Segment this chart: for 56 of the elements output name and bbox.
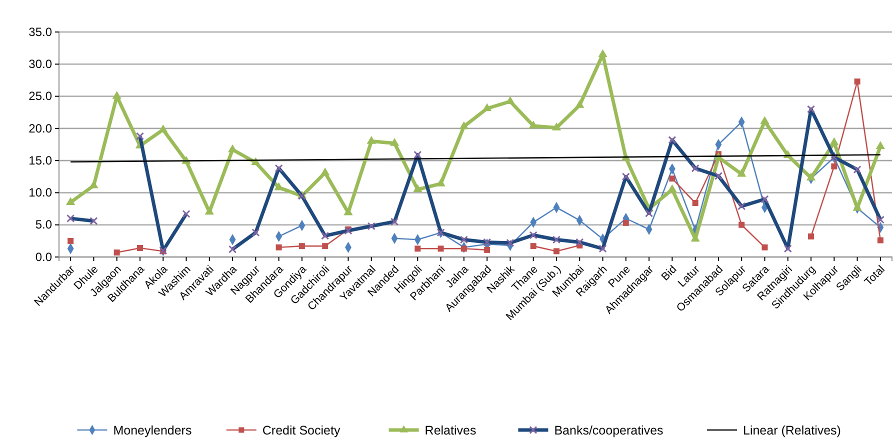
point: [622, 220, 629, 226]
point: [553, 248, 560, 254]
point: [877, 237, 884, 244]
y-tick-label: 5.0: [35, 218, 52, 232]
point: [528, 120, 538, 128]
y-tick-label: 15.0: [28, 153, 52, 168]
point: [66, 197, 76, 205]
y-tick-label: 10.0: [28, 186, 52, 200]
point: [760, 116, 770, 124]
y-tick-label: 20.0: [28, 121, 52, 136]
legend-label: Credit Society: [262, 423, 341, 438]
point: [552, 122, 562, 130]
point: [598, 49, 608, 58]
point: [136, 245, 143, 251]
point: [530, 243, 536, 250]
point: [320, 168, 330, 176]
point: [460, 246, 467, 252]
point: [112, 91, 122, 99]
point: [806, 172, 816, 181]
point: [204, 206, 214, 215]
point: [413, 184, 422, 192]
point: [575, 100, 584, 108]
point: [414, 246, 421, 252]
point: [344, 207, 353, 216]
point: [114, 250, 120, 256]
y-tick-label: 25.0: [28, 89, 52, 104]
point: [854, 78, 860, 84]
point: [738, 222, 745, 228]
point: [436, 178, 446, 186]
point: [459, 121, 468, 130]
legend-label: Linear (Relatives): [743, 423, 841, 438]
point: [68, 238, 74, 244]
point: [390, 138, 400, 146]
point: [808, 233, 814, 240]
point: [298, 243, 305, 250]
point: [762, 244, 768, 250]
point: [831, 163, 838, 170]
point: [322, 243, 328, 250]
y-tick-label: 30.0: [28, 56, 52, 71]
legend-label: Banks/cooperatives: [554, 423, 664, 438]
y-tick-label: 0.0: [35, 250, 52, 264]
point: [830, 137, 839, 146]
point: [438, 246, 444, 252]
point: [276, 244, 282, 250]
point: [89, 180, 98, 188]
legend-label: Relatives: [424, 423, 476, 438]
legend-label: Moneylenders: [113, 423, 192, 438]
point: [737, 168, 746, 177]
point: [482, 103, 492, 112]
point: [484, 246, 490, 253]
point: [876, 141, 885, 150]
point: [692, 200, 698, 206]
point: [669, 176, 676, 182]
point: [668, 184, 677, 192]
y-tick-label: 35.0: [28, 24, 52, 39]
point: [366, 136, 376, 144]
